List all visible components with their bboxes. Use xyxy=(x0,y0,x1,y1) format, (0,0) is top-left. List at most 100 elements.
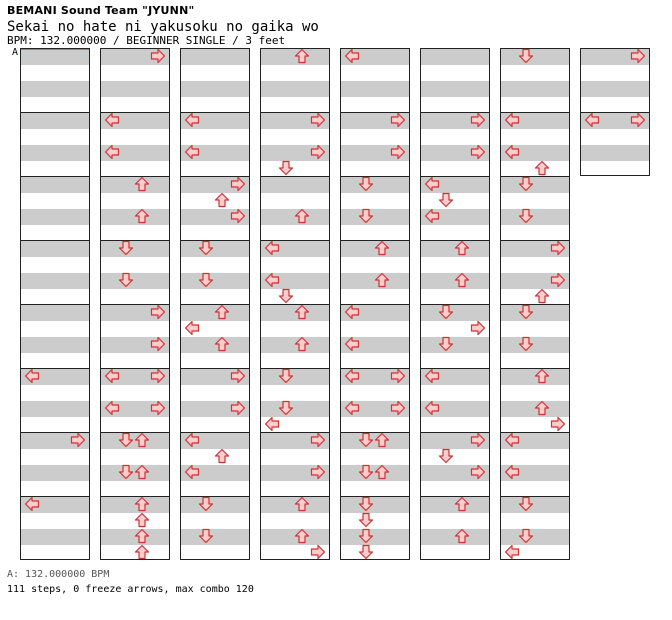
beat-stripe xyxy=(501,337,569,353)
down-arrow-icon xyxy=(438,336,454,352)
beat-stripe xyxy=(21,177,89,193)
beat-stripe xyxy=(21,145,89,161)
measure-line xyxy=(261,368,329,369)
beat-stripe xyxy=(341,241,409,257)
up-arrow-icon xyxy=(294,528,310,544)
beat-stripe xyxy=(421,273,489,289)
down-arrow-icon xyxy=(278,400,294,416)
up-arrow-icon xyxy=(134,528,150,544)
beat-stripe xyxy=(501,177,569,193)
beat-stripe xyxy=(501,369,569,385)
right-arrow-icon xyxy=(390,144,406,160)
left-arrow-icon xyxy=(344,368,360,384)
up-arrow-icon xyxy=(294,336,310,352)
measure-line xyxy=(181,496,249,497)
down-arrow-icon xyxy=(518,176,534,192)
left-arrow-icon xyxy=(104,144,120,160)
left-arrow-icon xyxy=(584,112,600,128)
beat-stripe xyxy=(421,49,489,65)
up-arrow-icon xyxy=(534,368,550,384)
left-arrow-icon xyxy=(184,112,200,128)
beat-stripe xyxy=(181,497,249,513)
beat-stripe xyxy=(21,81,89,97)
down-arrow-icon xyxy=(518,208,534,224)
bpm-marker-line xyxy=(21,49,89,50)
measure-line xyxy=(501,496,569,497)
measure-line xyxy=(501,176,569,177)
left-arrow-icon xyxy=(504,432,520,448)
up-arrow-icon xyxy=(134,432,150,448)
down-arrow-icon xyxy=(358,544,374,560)
down-arrow-icon xyxy=(358,432,374,448)
beat-stripe xyxy=(501,49,569,65)
measure-line xyxy=(21,304,89,305)
left-arrow-icon xyxy=(344,304,360,320)
measure-line xyxy=(421,496,489,497)
left-arrow-icon xyxy=(184,144,200,160)
up-arrow-icon xyxy=(534,400,550,416)
down-arrow-icon xyxy=(358,496,374,512)
beat-stripe xyxy=(581,81,649,97)
right-arrow-icon xyxy=(230,208,246,224)
beat-stripe xyxy=(341,81,409,97)
up-arrow-icon xyxy=(214,336,230,352)
beat-stripe xyxy=(181,337,249,353)
beat-stripe xyxy=(501,81,569,97)
up-arrow-icon xyxy=(134,208,150,224)
song-title: Sekai no hate ni yakusoku no gaika wo xyxy=(7,19,319,35)
beat-stripe xyxy=(341,497,409,513)
measure-line xyxy=(261,176,329,177)
right-arrow-icon xyxy=(630,112,646,128)
right-arrow-icon xyxy=(150,400,166,416)
measure-line xyxy=(21,176,89,177)
right-arrow-icon xyxy=(470,112,486,128)
left-arrow-icon xyxy=(104,112,120,128)
beat-stripe xyxy=(501,305,569,321)
down-arrow-icon xyxy=(518,48,534,64)
left-arrow-icon xyxy=(344,400,360,416)
right-arrow-icon xyxy=(310,544,326,560)
measure-line xyxy=(341,176,409,177)
measure-line xyxy=(341,240,409,241)
left-arrow-icon xyxy=(184,320,200,336)
beat-stripe xyxy=(261,369,329,385)
measure-line xyxy=(101,496,169,497)
measure-line xyxy=(501,304,569,305)
beat-stripe xyxy=(261,497,329,513)
down-arrow-icon xyxy=(118,432,134,448)
up-arrow-icon xyxy=(534,160,550,176)
measure-line xyxy=(101,112,169,113)
measure-line xyxy=(581,112,649,113)
beat-stripe xyxy=(101,433,169,449)
measure-line xyxy=(501,112,569,113)
down-arrow-icon xyxy=(518,336,534,352)
artist-name: BEMANI Sound Team "JYUNN" xyxy=(7,4,195,17)
right-arrow-icon xyxy=(310,112,326,128)
right-arrow-icon xyxy=(630,48,646,64)
beat-stripe xyxy=(181,305,249,321)
left-arrow-icon xyxy=(504,464,520,480)
right-arrow-icon xyxy=(230,400,246,416)
left-arrow-icon xyxy=(504,144,520,160)
left-arrow-icon xyxy=(344,48,360,64)
measure-line xyxy=(261,496,329,497)
up-arrow-icon xyxy=(374,240,390,256)
measure-line xyxy=(181,176,249,177)
beat-stripe xyxy=(501,529,569,545)
measure-line xyxy=(21,112,89,113)
beat-stripe xyxy=(101,465,169,481)
down-arrow-icon xyxy=(278,160,294,176)
left-arrow-icon xyxy=(504,544,520,560)
up-arrow-icon xyxy=(454,496,470,512)
beat-stripe xyxy=(181,81,249,97)
chart-column xyxy=(20,48,90,560)
right-arrow-icon xyxy=(390,400,406,416)
up-arrow-icon xyxy=(134,176,150,192)
up-arrow-icon xyxy=(374,432,390,448)
right-arrow-icon xyxy=(550,416,566,432)
beat-stripe xyxy=(421,81,489,97)
beat-stripe xyxy=(261,401,329,417)
chart-info: BPM: 132.000000 / BEGINNER SINGLE / 3 fe… xyxy=(7,34,286,47)
down-arrow-icon xyxy=(358,464,374,480)
up-arrow-icon xyxy=(134,512,150,528)
